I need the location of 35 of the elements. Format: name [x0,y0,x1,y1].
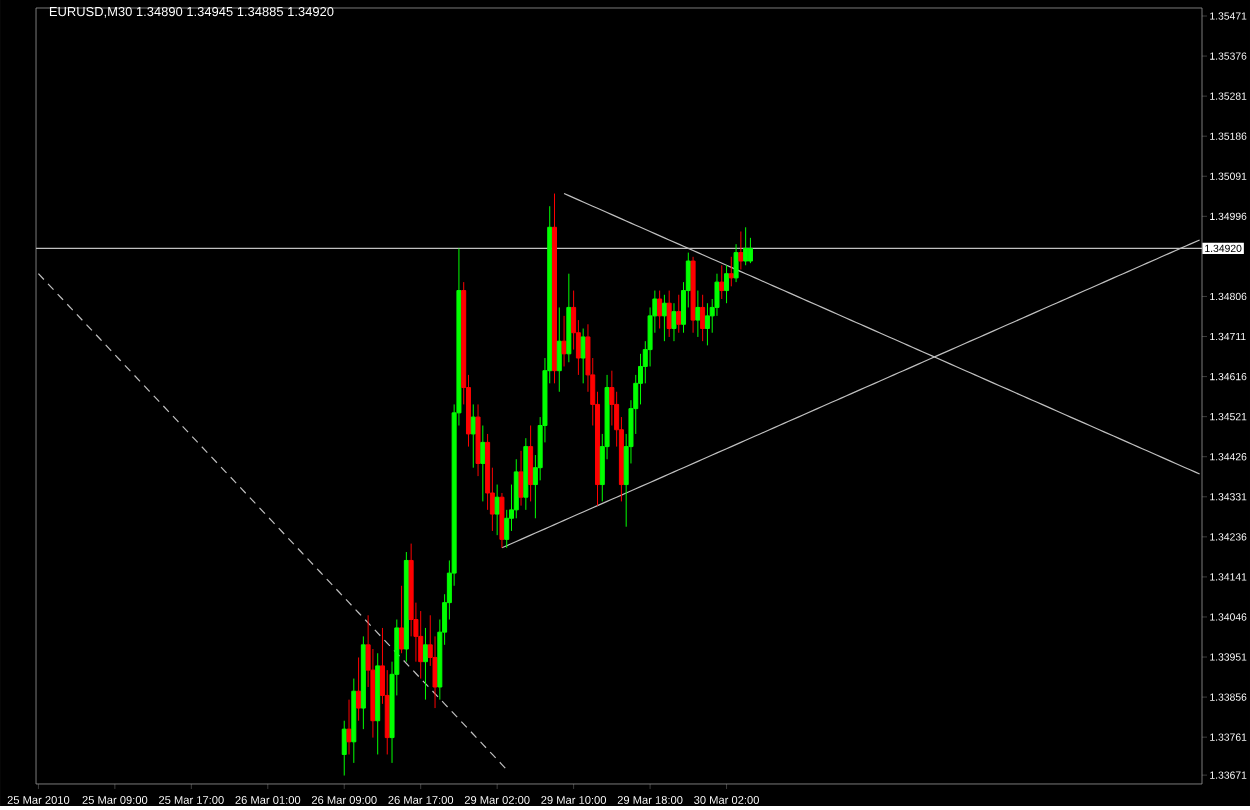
candlestick [370,648,376,738]
candlestick [695,289,701,338]
candlestick [523,437,529,511]
candlestick [661,293,667,342]
candlestick [566,272,572,363]
candlestick [346,698,352,755]
candlestick [647,306,653,367]
candlestick [552,192,558,384]
candlestick [418,610,424,679]
candlestick [356,656,362,721]
candlestick [609,369,615,426]
candlestick [485,433,491,511]
candlestick [528,424,534,502]
candlestick [690,256,696,333]
candlestick [561,315,567,367]
candlestick [738,230,744,270]
candlestick [700,293,706,342]
candlestick [714,272,720,317]
candlestick [719,264,725,300]
candlestick [351,677,357,764]
candlestick [518,450,524,506]
candlestick [480,424,486,502]
candlestick [499,492,505,549]
candlestick [671,302,677,342]
candlestick [638,353,644,405]
candlestick [733,243,739,283]
candlestick [408,542,414,637]
candlestick [399,584,405,654]
candlestick [704,302,710,346]
candlestick [743,226,749,266]
candlestick [747,237,753,264]
candlestick [676,293,682,333]
candlestick [475,403,481,477]
candlestick [504,509,510,549]
candlestick [724,264,730,304]
